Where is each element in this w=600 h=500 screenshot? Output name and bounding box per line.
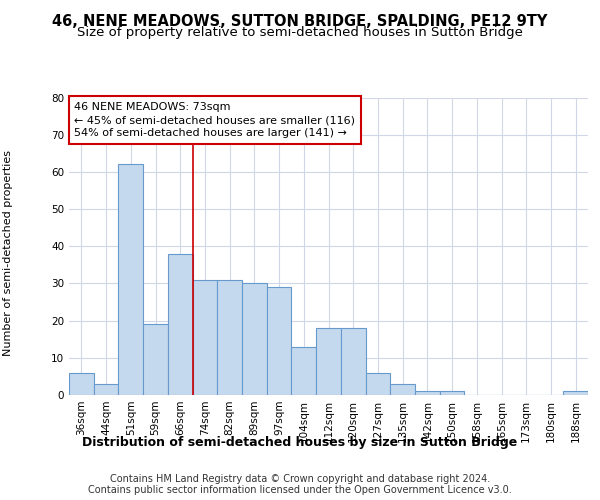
Bar [69,372,94,395]
Bar [365,372,390,395]
Bar [563,392,588,395]
Bar [143,324,168,395]
Bar [292,346,316,395]
Bar [267,287,292,395]
Text: Distribution of semi-detached houses by size in Sutton Bridge: Distribution of semi-detached houses by … [82,436,518,449]
Bar [390,384,415,395]
Bar [316,328,341,395]
Bar [193,280,217,395]
Bar [94,384,118,395]
Text: Contains public sector information licensed under the Open Government Licence v3: Contains public sector information licen… [88,485,512,495]
Bar [440,392,464,395]
Bar [242,284,267,395]
Bar [341,328,365,395]
Text: 46, NENE MEADOWS, SUTTON BRIDGE, SPALDING, PE12 9TY: 46, NENE MEADOWS, SUTTON BRIDGE, SPALDIN… [52,14,548,29]
Bar [217,280,242,395]
Text: Contains HM Land Registry data © Crown copyright and database right 2024.: Contains HM Land Registry data © Crown c… [110,474,490,484]
Text: Number of semi-detached properties: Number of semi-detached properties [3,150,13,356]
Text: 46 NENE MEADOWS: 73sqm
← 45% of semi-detached houses are smaller (116)
54% of se: 46 NENE MEADOWS: 73sqm ← 45% of semi-det… [74,102,355,139]
Text: Size of property relative to semi-detached houses in Sutton Bridge: Size of property relative to semi-detach… [77,26,523,39]
Bar [168,254,193,395]
Bar [118,164,143,395]
Bar [415,392,440,395]
